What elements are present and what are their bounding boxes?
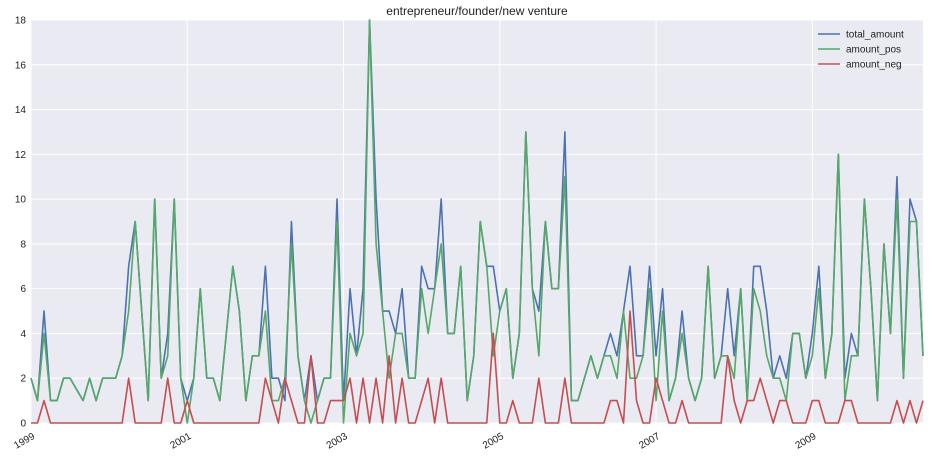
x-tick-label: 2003 — [325, 431, 350, 452]
x-tick-label: 2005 — [481, 431, 506, 452]
y-tick-label: 16 — [15, 60, 27, 71]
y-tick-label: 14 — [15, 105, 27, 116]
legend-label: amount_neg — [846, 60, 902, 71]
legend: total_amount amount_pos amount_neg — [818, 30, 904, 71]
x-tick-label: 2001 — [169, 431, 194, 452]
series-line-amount-pos — [30, 19, 924, 424]
y-tick-label: 18 — [15, 16, 27, 27]
y-tick-label: 8 — [20, 239, 26, 250]
series-lines — [30, 19, 924, 424]
y-tick-label: 0 — [20, 419, 26, 430]
y-tick-label: 4 — [20, 329, 26, 340]
y-tick-label: 2 — [20, 374, 26, 385]
x-tick-label: 2007 — [637, 431, 662, 452]
y-tick-label: 12 — [15, 150, 27, 161]
series-line-amount-neg — [31, 310, 924, 424]
legend-label: amount_pos — [846, 45, 901, 56]
x-tick-label: 1999 — [12, 431, 37, 452]
chart-title: entrepreneur/founder/new venture — [386, 4, 568, 18]
x-tick-label: 2009 — [794, 431, 819, 452]
legend-label: total_amount — [846, 30, 904, 41]
y-tick-label: 10 — [15, 195, 27, 206]
y-tick-label: 6 — [20, 284, 26, 295]
